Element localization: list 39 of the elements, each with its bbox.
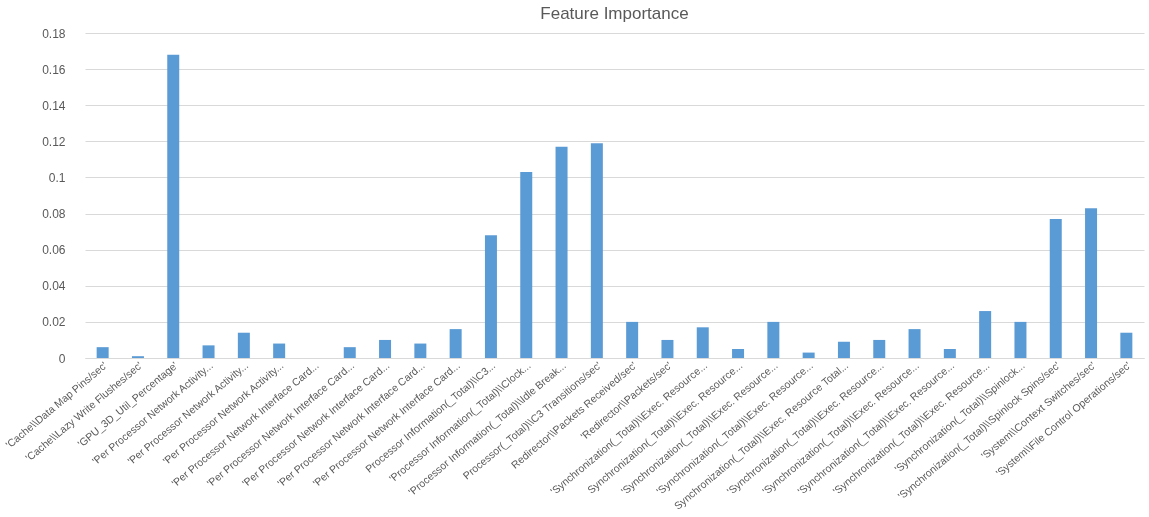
bar — [732, 348, 745, 358]
y-tick-label: 0.14 — [42, 98, 66, 113]
bar — [273, 343, 286, 358]
bar — [484, 235, 497, 358]
bar — [449, 329, 462, 358]
bar — [520, 172, 533, 358]
bar — [837, 341, 850, 358]
bar — [590, 143, 603, 358]
bar — [414, 343, 427, 358]
y-tick-label: 0.06 — [42, 243, 66, 258]
bar — [1120, 332, 1133, 358]
bar — [1085, 208, 1098, 358]
bar — [202, 345, 215, 358]
bar — [943, 348, 956, 358]
bar — [696, 327, 709, 358]
bar — [1014, 321, 1027, 358]
bar — [379, 339, 392, 358]
bar — [661, 339, 674, 358]
bar — [908, 329, 921, 358]
y-tick-label: 0 — [58, 351, 66, 366]
bar — [979, 311, 992, 358]
bar — [555, 146, 568, 358]
bar — [167, 54, 180, 358]
bar — [96, 347, 109, 358]
chart-title: Feature Importance — [540, 4, 689, 23]
bar — [237, 332, 250, 358]
bar — [767, 321, 780, 358]
bar — [802, 352, 815, 358]
y-tick-label: 0.08 — [42, 207, 66, 222]
y-tick-label: 0.18 — [42, 26, 66, 41]
bar — [873, 339, 886, 358]
y-tick-label: 0.02 — [42, 315, 66, 330]
bar — [626, 321, 639, 358]
y-tick-label: 0.04 — [42, 279, 66, 294]
y-tick-label: 0.16 — [42, 62, 66, 77]
y-tick-label: 0.12 — [42, 134, 66, 149]
bar — [343, 347, 356, 358]
y-tick-label: 0.1 — [48, 170, 66, 185]
bar — [1049, 218, 1062, 358]
